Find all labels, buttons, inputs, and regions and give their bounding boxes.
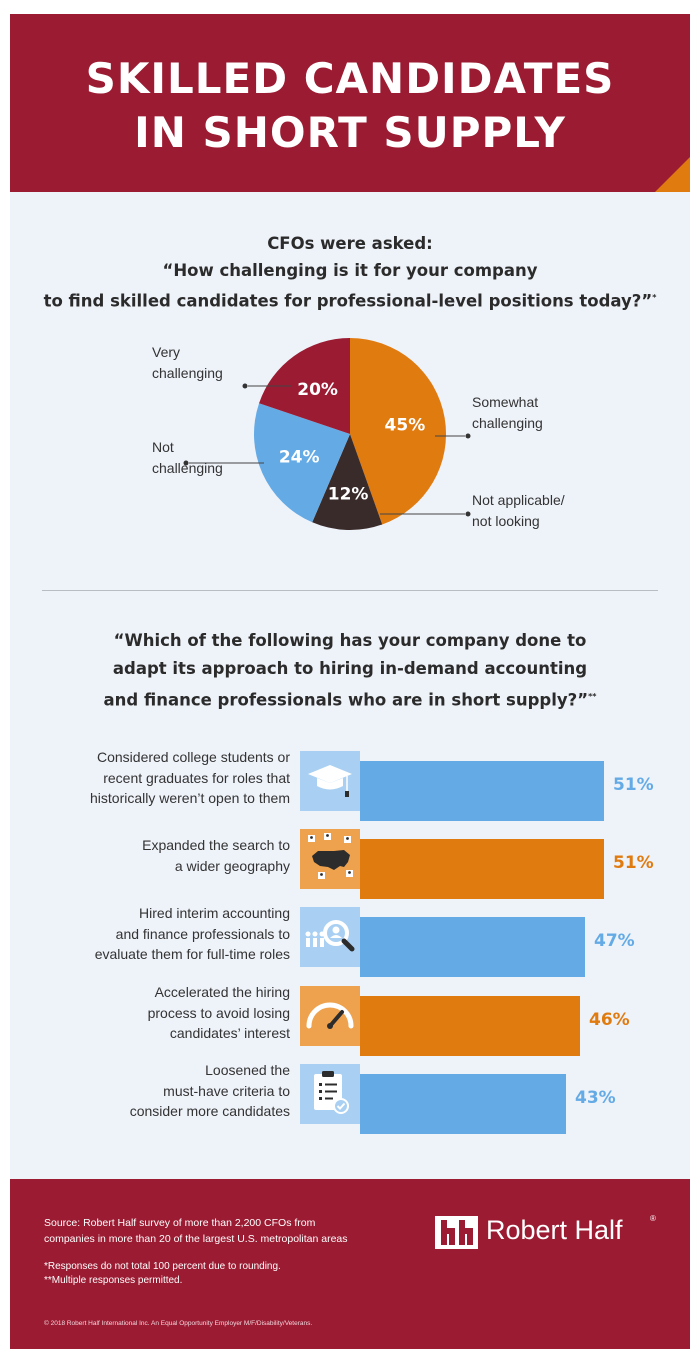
pie-chart: 45% 12% 24% 20% bbox=[183, 338, 471, 531]
footnote-rounding: *Responses do not total 100 percent due … bbox=[44, 1261, 281, 1272]
bar-value-label: 43% bbox=[575, 1088, 616, 1108]
footnote-multiple: **Multiple responses permitted. bbox=[44, 1275, 183, 1286]
bar bbox=[360, 996, 580, 1056]
question-1-line-2: “How challenging is it for your company bbox=[162, 261, 538, 280]
pie-leader-dot bbox=[465, 433, 471, 439]
question-1: CFOs were asked: “How challenging is it … bbox=[30, 230, 670, 315]
bar-row: Loosened the must-have criteria to conside… bbox=[10, 1062, 690, 1134]
question-1-intro: CFOs were asked: bbox=[267, 234, 433, 253]
bar-category-label: Expanded the search to a wider geography bbox=[142, 837, 290, 874]
pie-slice-label: Not applicable/not looking bbox=[472, 492, 565, 529]
bar-row: Considered college students or recent gra… bbox=[10, 749, 690, 821]
registered-mark: ® bbox=[650, 1214, 656, 1223]
question-2-line-3: and finance professionals who are in sho… bbox=[103, 690, 589, 710]
us-map-icon bbox=[300, 829, 360, 889]
pie-slice-label: Not challenging bbox=[152, 439, 223, 476]
bar-category-label: Considered college students or recent gra… bbox=[90, 749, 290, 806]
section-divider bbox=[42, 590, 658, 591]
bar bbox=[360, 1074, 566, 1134]
people-search-icon bbox=[300, 907, 360, 967]
robert-half-logo-icon bbox=[435, 1216, 478, 1249]
pie-slice bbox=[253, 403, 350, 523]
pie-slice bbox=[259, 338, 350, 434]
pie-slice-label: Very challenging bbox=[152, 344, 223, 381]
footer: Source: Robert Half survey of more than … bbox=[10, 1179, 690, 1349]
footnote-mark: ** bbox=[588, 692, 597, 701]
pie-value-label: 12% bbox=[328, 485, 369, 505]
header-banner: SKILLED CANDIDATES IN SHORT SUPPLY bbox=[10, 14, 690, 192]
page-title: SKILLED CANDIDATES IN SHORT SUPPLY bbox=[85, 54, 615, 157]
speedometer-icon bbox=[300, 986, 360, 1046]
bar-value-label: 47% bbox=[594, 931, 635, 951]
bar-row: Accelerated the hiring process to avoid l… bbox=[10, 984, 690, 1056]
pie-leader-dot bbox=[183, 460, 189, 466]
source-note: Source: Robert Half survey of more than … bbox=[44, 1215, 404, 1247]
bar-value-label: 51% bbox=[613, 853, 654, 873]
bar bbox=[360, 917, 585, 977]
clipboard-check-icon bbox=[300, 1064, 360, 1124]
source-line-2: companies in more than 20 of the largest… bbox=[44, 1233, 348, 1245]
bar-category-label: Accelerated the hiring process to avoid l… bbox=[147, 984, 290, 1041]
bar bbox=[360, 839, 604, 899]
infographic: SKILLED CANDIDATES IN SHORT SUPPLY CFOs … bbox=[10, 14, 690, 1349]
question-2-line-2: adapt its approach to hiring in-demand a… bbox=[112, 659, 588, 678]
bar bbox=[360, 761, 604, 821]
bar-category-label: Hired interim accounting and finance prof… bbox=[94, 905, 290, 962]
bar-row: Expanded the search to a wider geography 5… bbox=[10, 829, 690, 899]
logo-text: Robert Half bbox=[486, 1215, 623, 1245]
bar-value-label: 46% bbox=[589, 1010, 630, 1030]
question-1-line-3: to find skilled candidates for professio… bbox=[43, 291, 653, 311]
pie-slice-label: Somewhat challenging bbox=[472, 394, 543, 431]
pie-leader-dot bbox=[465, 511, 471, 517]
question-2-line-1: “Which of the following has your company… bbox=[113, 631, 587, 650]
pie-leader-dot bbox=[242, 383, 248, 389]
bar-row: Hired interim accounting and finance prof… bbox=[10, 905, 690, 977]
graduation-cap-icon bbox=[300, 751, 360, 811]
footnote-mark: * bbox=[652, 293, 657, 302]
bar-category-label: Loosened the must-have criteria to conside… bbox=[129, 1062, 290, 1119]
pie-slice bbox=[312, 434, 383, 531]
bar-value-label: 51% bbox=[613, 775, 654, 795]
question-2: “Which of the following has your company… bbox=[30, 627, 670, 715]
pie-value-label: 24% bbox=[279, 448, 320, 468]
copyright: © 2018 Robert Half International Inc. An… bbox=[44, 1320, 313, 1327]
pie-slice bbox=[350, 338, 447, 525]
pie-value-label: 45% bbox=[385, 416, 426, 436]
source-line-1: Source: Robert Half survey of more than … bbox=[44, 1217, 316, 1229]
pie-value-label: 20% bbox=[297, 380, 338, 400]
